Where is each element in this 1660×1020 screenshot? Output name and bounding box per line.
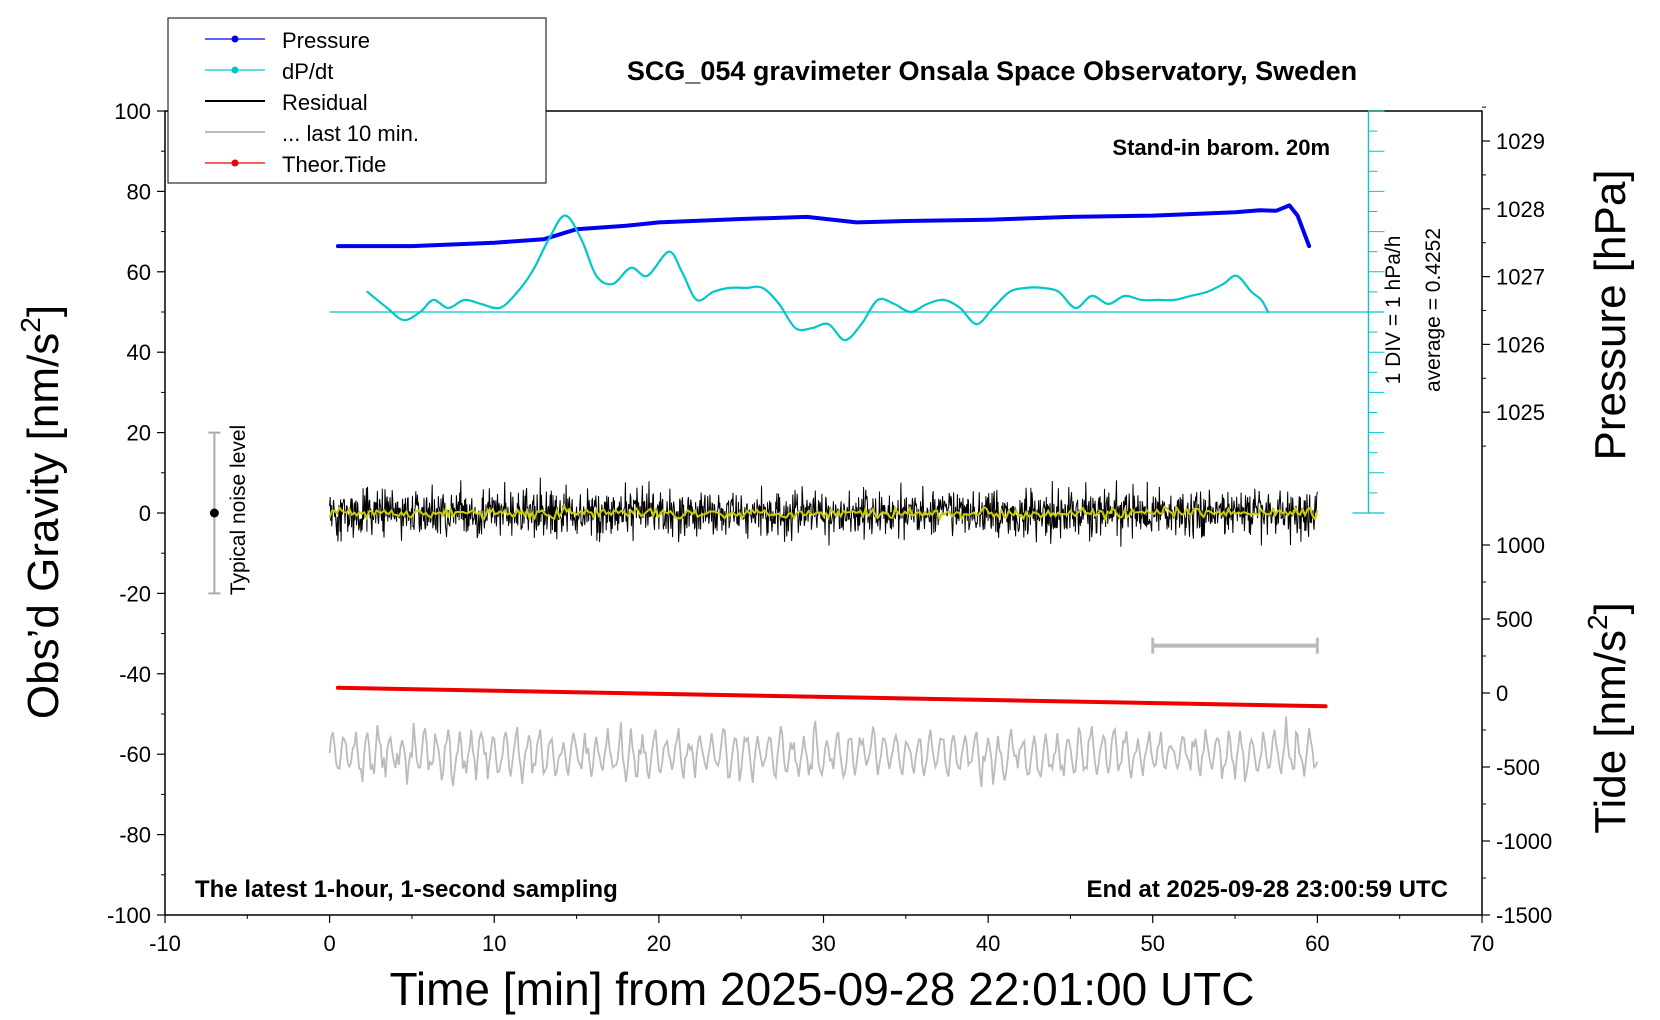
- legend-label-residual: Residual: [282, 90, 368, 115]
- y-axis-label-gravity-sup: 2: [15, 317, 46, 333]
- legend-marker-pressure: [231, 35, 239, 43]
- x-tick-label: 70: [1470, 931, 1494, 956]
- tide-tick-label: 500: [1496, 607, 1533, 632]
- y-axis-label-tide: Tide [nm/s2]: [1582, 602, 1635, 834]
- x-tick-label: -10: [149, 931, 181, 956]
- y-tick-label: -40: [119, 662, 151, 687]
- x-tick-label: 60: [1305, 931, 1329, 956]
- noise-bar-center: [209, 508, 219, 518]
- y-axis-label-pressure: Pressure [hPa]: [1586, 169, 1635, 460]
- tide-tick-label: 1000: [1496, 533, 1545, 558]
- x-tick-label: 50: [1141, 931, 1165, 956]
- x-tick-label: 20: [647, 931, 671, 956]
- series-pressure: [335, 203, 1312, 249]
- legend-label-dpdt: dP/dt: [282, 59, 333, 84]
- y-tick-label: -100: [107, 903, 151, 928]
- y-tick-label: -80: [119, 823, 151, 848]
- tide-tick-label: -1000: [1496, 829, 1552, 854]
- pressure-tick-label: 1028: [1496, 197, 1545, 222]
- sampling-note: The latest 1-hour, 1-second sampling: [195, 876, 618, 903]
- y-axis-label-gravity-main: Obs’d Gravity [nm/s: [19, 333, 68, 719]
- tide-tick-label: -500: [1496, 755, 1540, 780]
- series-theoretical-tide: [335, 685, 1328, 709]
- y-tick-label: 100: [114, 99, 151, 124]
- x-axis-label: Time [min] from 2025-09-28 22:01:00 UTC: [390, 963, 1255, 1015]
- y-tick-label: 0: [139, 501, 151, 526]
- x-tick-label: 40: [976, 931, 1000, 956]
- series-last10: [328, 716, 1319, 788]
- end-time-note: End at 2025-09-28 23:00:59 UTC: [1087, 876, 1449, 903]
- noise-level-label: Typical noise level: [227, 425, 250, 595]
- pressure-tick-label: 1025: [1496, 400, 1545, 425]
- y-tick-label: 20: [127, 421, 151, 446]
- y-tick-label: -20: [119, 581, 151, 606]
- y-tick-label: 80: [127, 179, 151, 204]
- y-axis-label-tide-sup: 2: [1582, 614, 1613, 630]
- legend-label-last10: ... last 10 min.: [282, 121, 419, 146]
- y-axis-label-gravity: Obs’d Gravity [nm/s2]: [15, 305, 68, 719]
- y-tick-label: -60: [119, 742, 151, 767]
- dpdt-scale-label: 1 DIV = 1 hPa/h: [1382, 236, 1405, 385]
- tide-tick-label: -1500: [1496, 903, 1552, 928]
- legend-label-pressure: Pressure: [282, 28, 370, 53]
- series-dpdt: [366, 214, 1270, 342]
- y-tick-label: 40: [127, 340, 151, 365]
- tide-tick-label: 0: [1496, 681, 1508, 706]
- legend-marker-dpdt: [231, 66, 239, 74]
- legend-marker-tide: [231, 159, 239, 167]
- series-residual: [329, 477, 1318, 547]
- chart-title: SCG_054 gravimeter Onsala Space Observat…: [627, 56, 1357, 86]
- y-axis-label-tide-main: Tide [nm/s: [1586, 630, 1635, 834]
- pressure-tick-label: 1027: [1496, 265, 1545, 290]
- dpdt-average-label: average = 0.4252: [1422, 228, 1445, 392]
- y-tick-label: 60: [127, 260, 151, 285]
- y-axis-label-tide-end: ]: [1586, 602, 1635, 614]
- x-tick-label: 10: [482, 931, 506, 956]
- y-axis-label-gravity-end: ]: [19, 305, 68, 317]
- pressure-tick-label: 1026: [1496, 332, 1545, 357]
- x-tick-label: 30: [811, 931, 835, 956]
- series-residual-smoothed: [328, 503, 1319, 523]
- legend-label-tide: Theor.Tide: [282, 152, 386, 177]
- pressure-tick-label: 1029: [1496, 129, 1545, 154]
- x-tick-label: 0: [324, 931, 336, 956]
- barometer-note: Stand-in barom. 20m: [1112, 135, 1330, 160]
- legend: Pressure dP/dt Residual ... last 10 min.…: [167, 17, 547, 184]
